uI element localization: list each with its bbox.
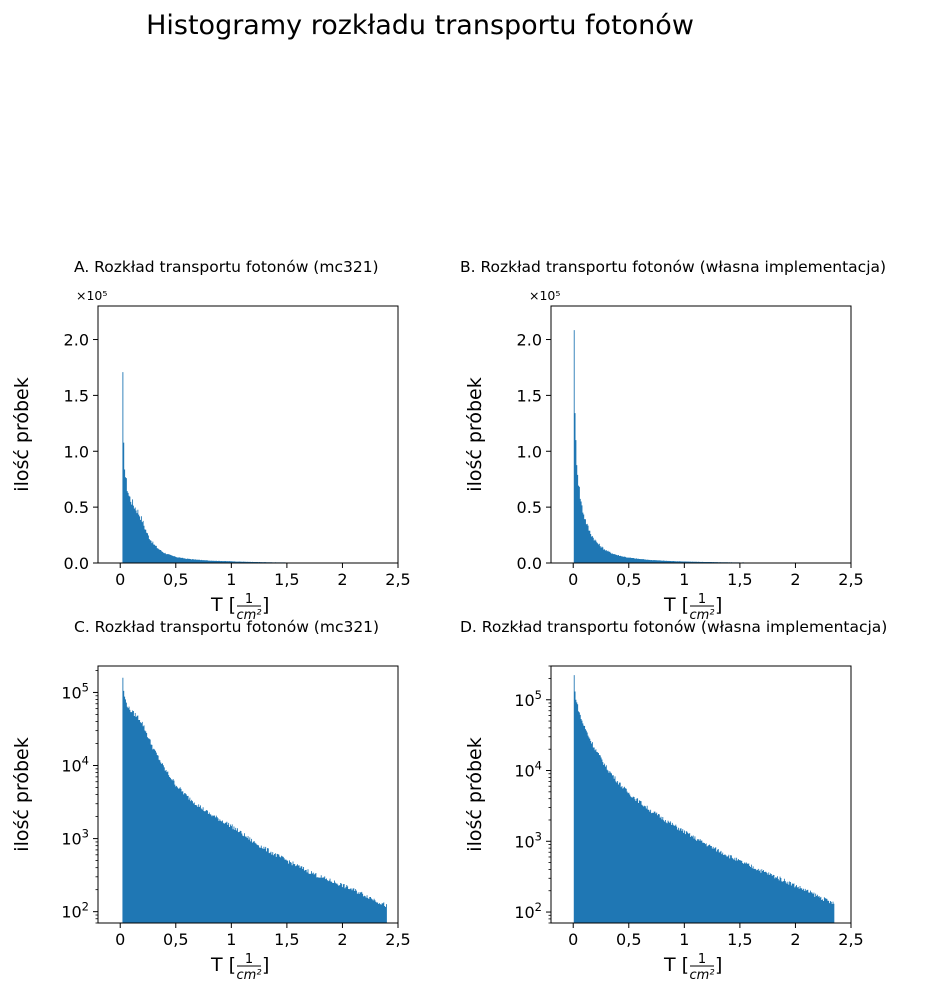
- x-tick-label: 0: [115, 570, 125, 589]
- x-tick-label: 0,5: [616, 570, 641, 589]
- y-tick-label: 2.0: [64, 331, 89, 350]
- y-offset-multiplier: ×10⁵: [76, 288, 107, 303]
- svg-text:]: ]: [262, 594, 269, 616]
- y-axis-label: ilość próbek: [11, 737, 33, 851]
- panel-c: C. Rozkład transportu fotonów (mc321) 0 0,…: [11, 618, 411, 983]
- panel-title: D. Rozkład transportu fotonów (własna im…: [460, 618, 887, 636]
- x-tick-label: 2: [337, 570, 347, 589]
- x-tick-label: 1: [226, 930, 236, 949]
- x-tick-label: 1: [226, 570, 236, 589]
- y-tick-label: 105: [61, 680, 89, 702]
- y-axis-label: ilość próbek: [11, 377, 33, 491]
- x-tick-label: 1: [679, 930, 689, 949]
- y-tick-label: 102: [61, 900, 89, 922]
- svg-text:1: 1: [698, 952, 706, 967]
- x-tick-label: 0,5: [163, 930, 188, 949]
- y-tick-label: 1.5: [64, 386, 89, 405]
- svg-text:1: 1: [698, 592, 706, 607]
- svg-text:]: ]: [262, 954, 269, 976]
- figure-title: Histogramy rozkładu transportu fotonów: [146, 10, 694, 41]
- y-tick-label: 104: [514, 759, 542, 781]
- x-tick-label: 0,5: [163, 570, 188, 589]
- y-axis-label: ilość próbek: [464, 377, 486, 491]
- panel-title: B. Rozkład transportu fotonów (własna im…: [460, 258, 886, 276]
- axes-frame: [550, 665, 852, 924]
- y-tick-label: 103: [514, 829, 542, 851]
- x-tick-label: 0: [568, 930, 578, 949]
- panel-a: A. Rozkład transportu fotonów (mc321) 0 0,…: [11, 258, 411, 623]
- svg-text:T [: T [: [210, 954, 236, 976]
- y-tick-label: 0.5: [517, 498, 542, 517]
- axes-frame: [97, 305, 399, 564]
- histogram-bars-c: [122, 677, 387, 923]
- axes-frame: [550, 305, 852, 564]
- panels: A. Rozkład transportu fotonów (mc321) 0 0,…: [11, 258, 887, 983]
- panel-b: B. Rozkład transportu fotonów (własna im…: [460, 258, 886, 623]
- panel-d: D. Rozkład transportu fotonów (własna im…: [460, 618, 887, 983]
- x-tick-label: 2: [790, 930, 800, 949]
- x-tick-label: 1,5: [274, 930, 299, 949]
- x-tick-label: 1,5: [727, 570, 752, 589]
- svg-text:cm²: cm²: [236, 608, 261, 623]
- panel-title: C. Rozkład transportu fotonów (mc321): [74, 618, 379, 636]
- y-tick-label: 102: [514, 900, 542, 922]
- y-tick-label: 105: [514, 688, 542, 710]
- svg-text:cm²: cm²: [689, 968, 714, 983]
- y-tick-label: 1.0: [517, 442, 542, 461]
- y-tick-label: 0.0: [517, 554, 542, 573]
- y-tick-label: 1.5: [517, 386, 542, 405]
- y-tick-label: 0.5: [64, 498, 89, 517]
- svg-text:1: 1: [245, 952, 253, 967]
- panel-title: A. Rozkład transportu fotonów (mc321): [74, 258, 379, 276]
- y-axis-label: ilość próbek: [464, 737, 486, 851]
- y-tick-label: 2.0: [517, 331, 542, 350]
- y-offset-multiplier: ×10⁵: [529, 288, 560, 303]
- svg-text:T [: T [: [210, 594, 236, 616]
- y-tick-label: 0.0: [64, 554, 89, 573]
- x-tick-label: 2,5: [838, 930, 863, 949]
- svg-text:]: ]: [715, 954, 722, 976]
- y-tick-label: 103: [61, 827, 89, 849]
- svg-text:cm²: cm²: [689, 608, 714, 623]
- x-tick-label: 0,5: [616, 930, 641, 949]
- svg-text:1: 1: [245, 592, 253, 607]
- svg-text:cm²: cm²: [236, 968, 261, 983]
- x-tick-label: 1,5: [727, 930, 752, 949]
- x-tick-label: 1: [679, 570, 689, 589]
- x-tick-label: 2,5: [385, 570, 410, 589]
- x-tick-label: 2: [790, 570, 800, 589]
- x-tick-label: 2,5: [385, 930, 410, 949]
- histogram-bars-b: [573, 330, 835, 563]
- x-tick-label: 0: [568, 570, 578, 589]
- svg-text:T [: T [: [663, 954, 689, 976]
- histogram-bars-a: [122, 372, 387, 563]
- histogram-bars-d: [573, 675, 835, 923]
- x-tick-label: 0: [115, 930, 125, 949]
- svg-text:T [: T [: [663, 594, 689, 616]
- y-tick-label: 104: [61, 754, 89, 776]
- y-tick-label: 1.0: [64, 442, 89, 461]
- x-tick-label: 2,5: [838, 570, 863, 589]
- x-tick-label: 1,5: [274, 570, 299, 589]
- x-tick-label: 2: [337, 930, 347, 949]
- svg-text:]: ]: [715, 594, 722, 616]
